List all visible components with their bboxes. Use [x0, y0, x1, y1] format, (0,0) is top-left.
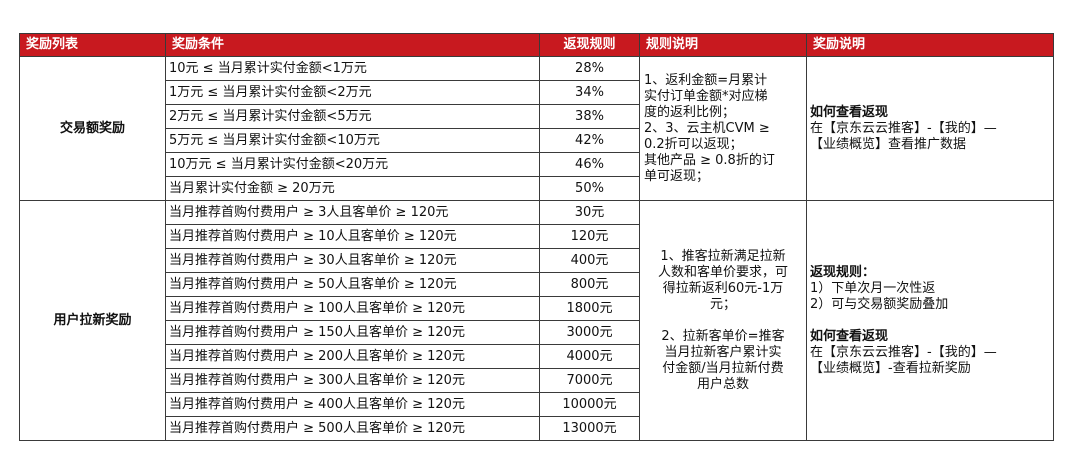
condition-cell: 当月累计实付金额 ≥ 20万元: [165, 176, 540, 201]
rule-line: 1、推客拉新满足拉新: [660, 248, 786, 264]
reward-line: 【业绩概览】查看推广数据: [810, 136, 967, 152]
condition-cell: 10元 ≤ 当月累计实付金额<1万元: [165, 56, 540, 81]
rate-cell: 10000元: [539, 392, 640, 417]
rate-cell: 42%: [539, 128, 640, 153]
condition-cell: 当月推荐首购付费用户 ≥ 3人且客单价 ≥ 120元: [165, 200, 540, 225]
rule-line: 0.2折可以返现；: [644, 136, 743, 152]
table-row: 当月推荐首购付费用户 ≥ 300人且客单价 ≥ 120元 7000元: [20, 368, 1054, 393]
category-new-user: 用户拉新奖励: [19, 200, 166, 441]
rule-line: 人数和客单价要求，可: [657, 264, 788, 280]
rate-cell: 50%: [539, 176, 640, 201]
condition-cell: 当月推荐首购付费用户 ≥ 500人且客单价 ≥ 120元: [165, 416, 540, 441]
rate-cell: 46%: [539, 152, 640, 177]
table-row: 当月推荐首购付费用户 ≥ 100人且客单价 ≥ 120元 1800元: [20, 296, 1054, 321]
rate-cell: 800元: [539, 272, 640, 297]
rule-line: 得拉新返利60元-1万: [662, 280, 784, 296]
rule-line: 度的返利比例；: [644, 104, 736, 120]
rate-cell: 3000元: [539, 320, 640, 345]
rule-line: 其他产品 ≥ 0.8折的订: [644, 152, 775, 168]
spacer: [644, 313, 802, 329]
reward-line: 2）可与交易额奖励叠加: [810, 296, 949, 312]
reward-line: 在【京东云云推客】-【我的】—: [810, 120, 997, 136]
table-header-row: 奖励列表 奖励条件 返现规则 规则说明 奖励说明: [19, 33, 1054, 57]
rate-cell: 400元: [539, 248, 640, 273]
condition-cell: 当月推荐首购付费用户 ≥ 300人且客单价 ≥ 120元: [165, 368, 540, 393]
category-trade: 交易额奖励: [19, 56, 166, 201]
condition-cell: 当月推荐首购付费用户 ≥ 30人且客单价 ≥ 120元: [165, 248, 540, 273]
rate-cell: 34%: [539, 80, 640, 105]
rate-cell: 1800元: [539, 296, 640, 321]
reward-table: 奖励列表 奖励条件 返现规则 规则说明 奖励说明 交易额奖励 10元 ≤ 当月累…: [19, 33, 1054, 441]
condition-cell: 当月推荐首购付费用户 ≥ 150人且客单价 ≥ 120元: [165, 320, 540, 345]
condition-cell: 10万元 ≤ 当月累计实付金额<20万元: [165, 152, 540, 177]
rate-cell: 120元: [539, 224, 640, 249]
rule-line: 元；: [709, 296, 736, 312]
rate-cell: 13000元: [539, 416, 640, 441]
reward-title: 返现规则：: [810, 264, 876, 280]
reward-line: 1）下单次月一次性返: [810, 280, 936, 296]
rate-cell: 7000元: [539, 368, 640, 393]
condition-cell: 当月推荐首购付费用户 ≥ 200人且客单价 ≥ 120元: [165, 344, 540, 369]
condition-cell: 5万元 ≤ 当月累计实付金额<10万元: [165, 128, 540, 153]
condition-cell: 当月推荐首购付费用户 ≥ 50人且客单价 ≥ 120元: [165, 272, 540, 297]
table-row: 10万元 ≤ 当月累计实付金额<20万元 46%: [20, 152, 1054, 177]
new-user-reward-description: 返现规则： 1）下单次月一次性返 2）可与交易额奖励叠加 如何查看返现 在【京东…: [806, 200, 1054, 441]
header-reward-description: 奖励说明: [806, 33, 1054, 57]
header-rule-description: 规则说明: [639, 33, 807, 57]
table-row: 当月推荐首购付费用户 ≥ 200人且客单价 ≥ 120元 4000元: [20, 344, 1054, 369]
header-reward-list: 奖励列表: [19, 33, 166, 57]
condition-cell: 当月推荐首购付费用户 ≥ 10人且客单价 ≥ 120元: [165, 224, 540, 249]
table-row: 当月推荐首购付费用户 ≥ 10人且客单价 ≥ 120元 120元: [20, 224, 1054, 249]
rate-cell: 30元: [539, 200, 640, 225]
table-row: 用户拉新奖励 当月推荐首购付费用户 ≥ 3人且客单价 ≥ 120元 30元 1、…: [19, 200, 1054, 441]
rule-line: 当月拉新客户累计实: [664, 344, 782, 360]
table-row: 1万元 ≤ 当月累计实付金额<2万元 34%: [20, 80, 1054, 105]
rate-cell: 38%: [539, 104, 640, 129]
condition-cell: 2万元 ≤ 当月累计实付金额<5万元: [165, 104, 540, 129]
table-row: 当月推荐首购付费用户 ≥ 30人且客单价 ≥ 120元 400元: [20, 248, 1054, 273]
condition-cell: 当月推荐首购付费用户 ≥ 400人且客单价 ≥ 120元: [165, 392, 540, 417]
header-reward-condition: 奖励条件: [165, 33, 540, 57]
trade-reward-description: 如何查看返现 在【京东云云推客】-【我的】— 【业绩概览】查看推广数据: [806, 56, 1054, 201]
rule-line: 单可返现；: [644, 168, 710, 184]
reward-line: 在【京东云云推客】-【我的】—: [810, 344, 997, 360]
spacer: [810, 313, 1050, 329]
header-cashback-rule: 返现规则: [539, 33, 640, 57]
rule-line: 用户总数: [696, 376, 749, 392]
trade-rule-description: 1、返利金额=月累计 实付订单金额*对应梯 度的返利比例； 2、3、云主机CVM…: [639, 56, 807, 201]
condition-cell: 当月推荐首购付费用户 ≥ 100人且客单价 ≥ 120元: [165, 296, 540, 321]
rule-line: 2、3、云主机CVM ≥: [644, 120, 770, 136]
table-row: 当月推荐首购付费用户 ≥ 500人且客单价 ≥ 120元 13000元: [20, 416, 1054, 441]
reward-title: 如何查看返现: [810, 328, 889, 344]
new-user-rule-description: 1、推客拉新满足拉新 人数和客单价要求，可 得拉新返利60元-1万 元； 2、拉…: [639, 200, 807, 441]
rule-line: 2、拉新客单价=推客: [661, 328, 785, 344]
rate-cell: 4000元: [539, 344, 640, 369]
reward-line: 【业绩概览】-查看拉新奖励: [810, 360, 971, 376]
rule-line: 付金额/当月拉新付费: [662, 360, 784, 376]
table-row: 当月累计实付金额 ≥ 20万元 50%: [20, 176, 1054, 201]
table-row: 当月推荐首购付费用户 ≥ 400人且客单价 ≥ 120元 10000元: [20, 392, 1054, 417]
condition-cell: 1万元 ≤ 当月累计实付金额<2万元: [165, 80, 540, 105]
rule-line: 1、返利金额=月累计: [644, 72, 768, 88]
rule-line: 实付订单金额*对应梯: [644, 88, 768, 104]
reward-title: 如何查看返现: [810, 104, 889, 120]
table-row: 交易额奖励 10元 ≤ 当月累计实付金额<1万元 28% 1、返利金额=月累计 …: [19, 56, 1054, 201]
rate-cell: 28%: [539, 56, 640, 81]
table-row: 当月推荐首购付费用户 ≥ 50人且客单价 ≥ 120元 800元: [20, 272, 1054, 297]
